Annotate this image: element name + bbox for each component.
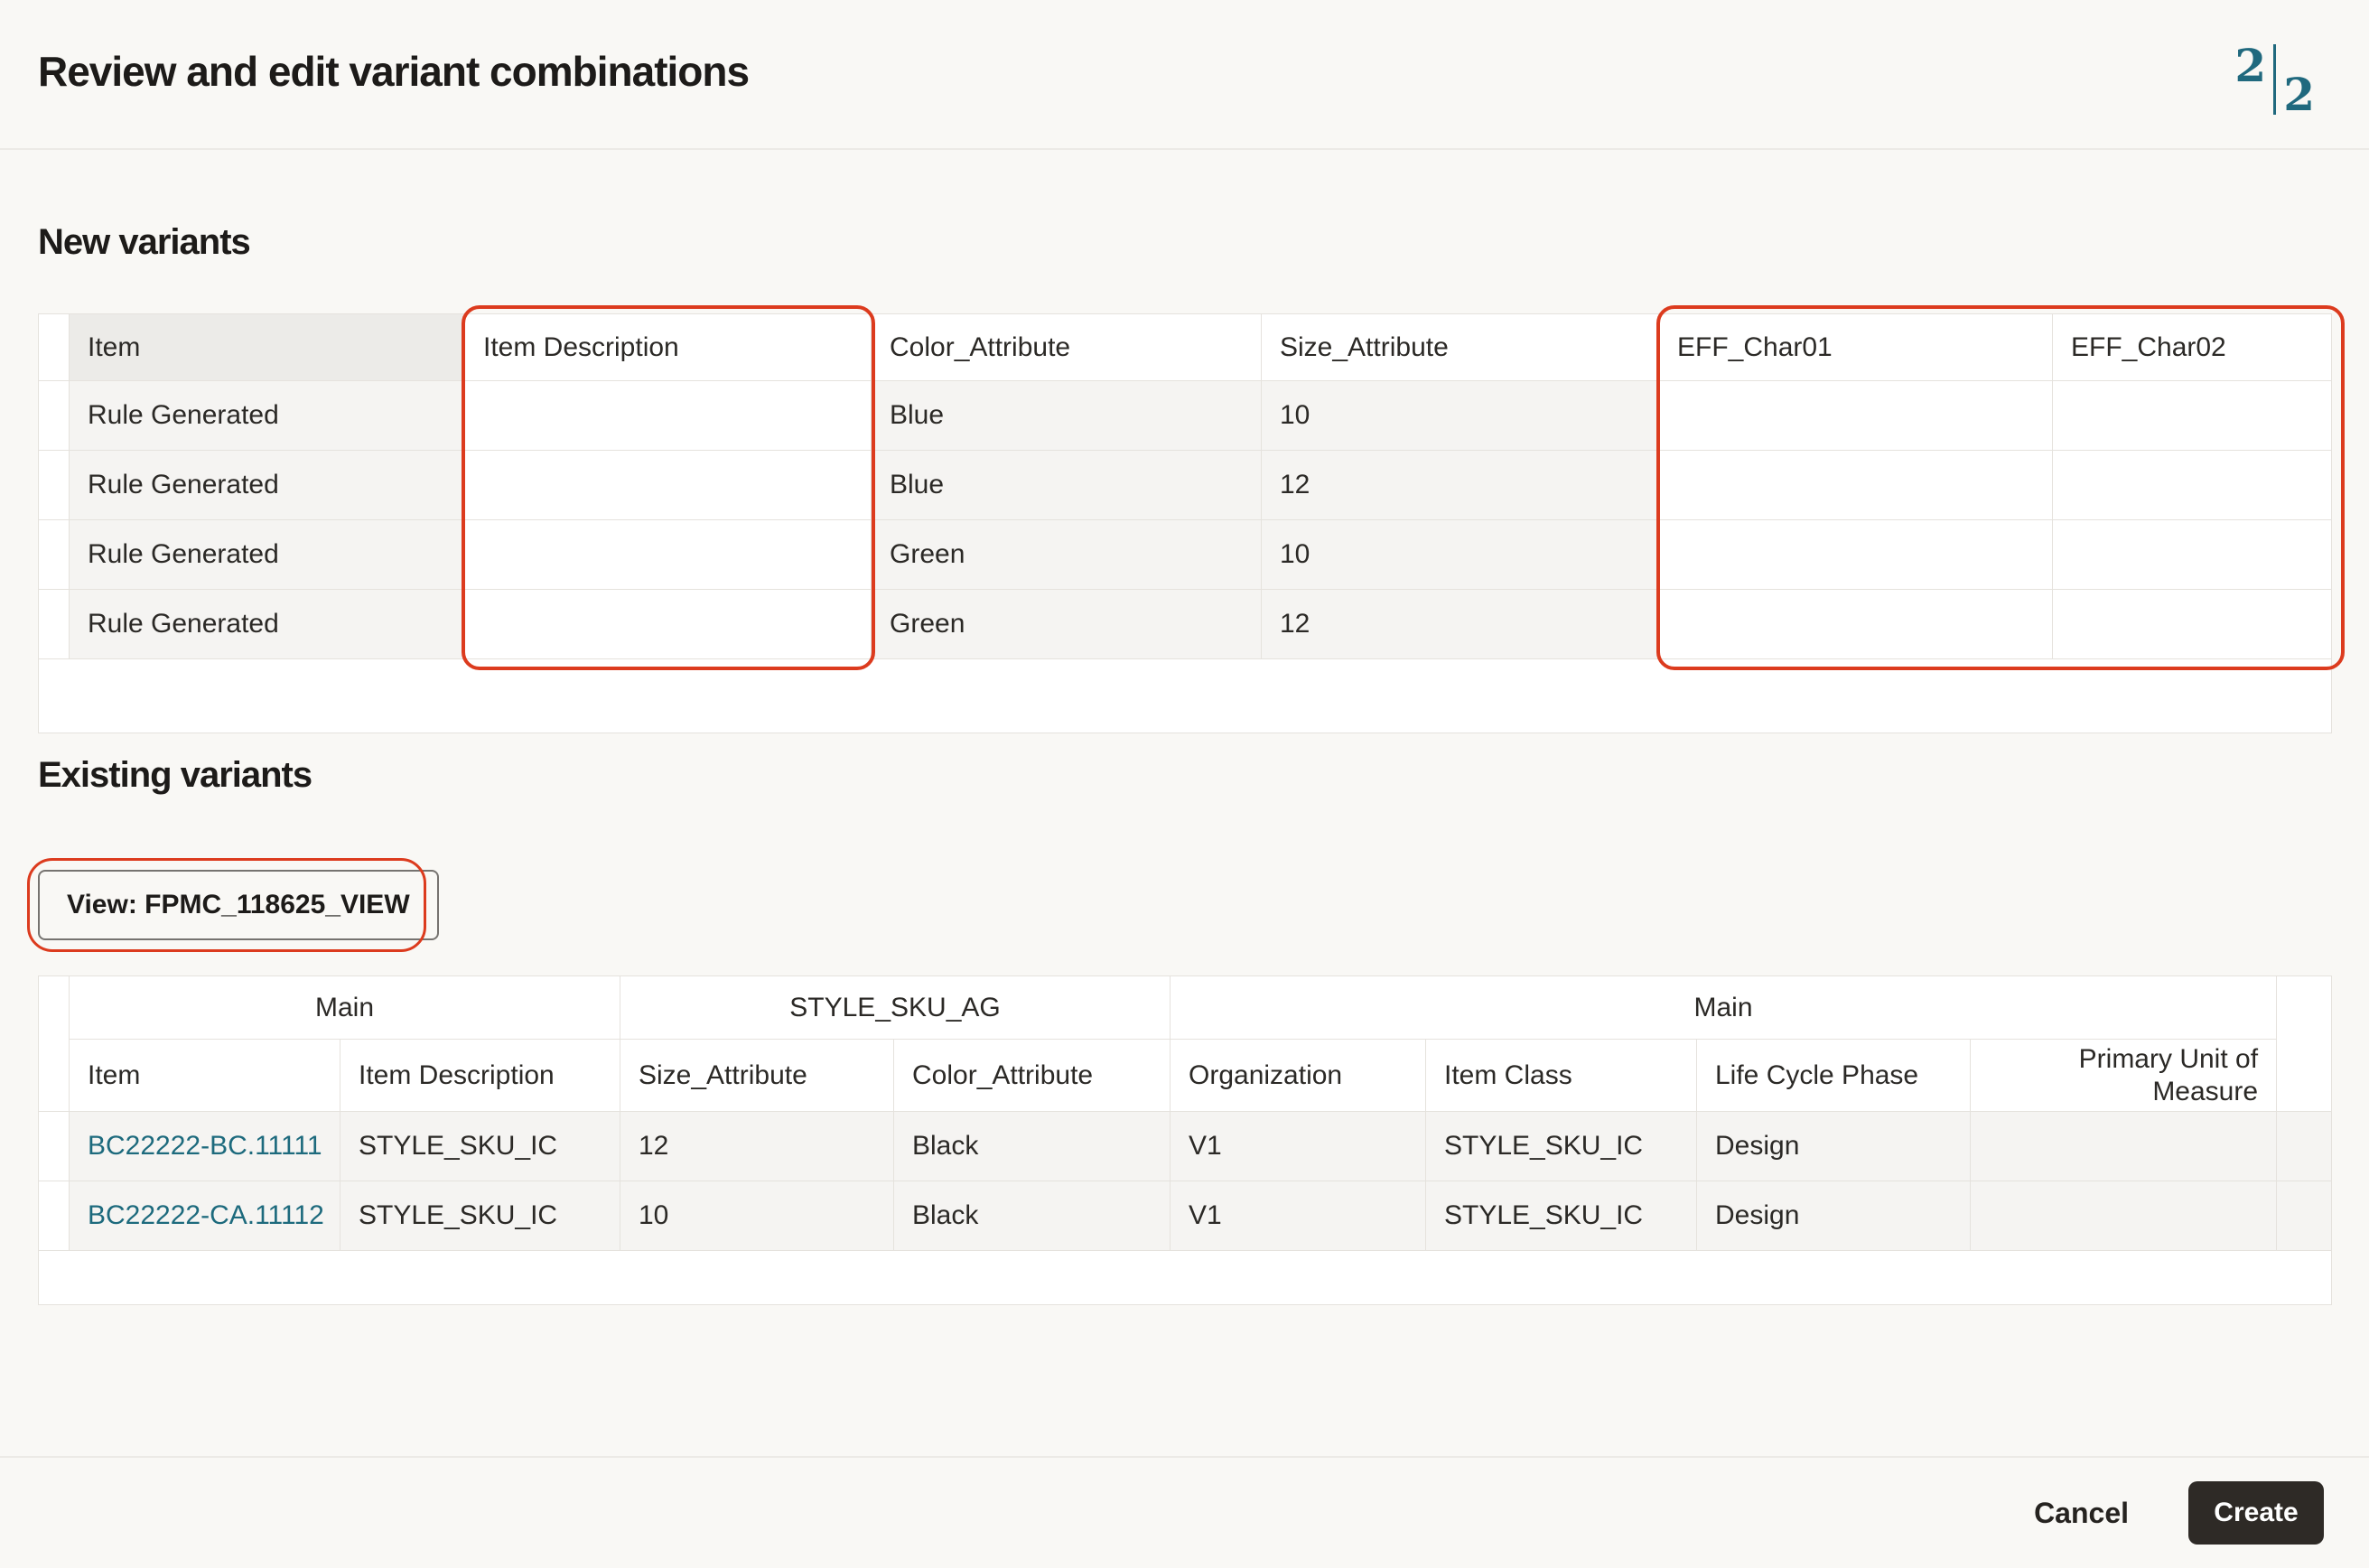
step-total: 2 — [2283, 67, 2315, 121]
item-description-cell[interactable] — [464, 380, 872, 451]
step-indicator: 2 2 — [2234, 36, 2315, 123]
primary-unit-of-measure-cell — [1969, 1181, 2278, 1251]
item-link[interactable]: BC22222-CA.11112 — [69, 1181, 340, 1251]
column-header-color-attribute[interactable]: Color_Attribute — [893, 1039, 1171, 1112]
primary-unit-of-measure-cell — [1969, 1111, 2278, 1181]
column-header-color-attribute[interactable]: Color_Attribute — [871, 313, 1262, 381]
color-attribute-cell: Green — [871, 589, 1262, 659]
view-selector-button[interactable]: View: FPMC_118625_VIEW — [38, 870, 439, 940]
empty-table-footer — [37, 1250, 2333, 1305]
color-attribute-cell: Black — [893, 1111, 1171, 1181]
existing-variants-table: Main STYLE_SKU_AG Main Item Item Descrip… — [37, 975, 2333, 1305]
organization-cell: V1 — [1170, 1111, 1426, 1181]
table-footer-row — [37, 1250, 2333, 1305]
column-group-style-sku-ag: STYLE_SKU_AG — [620, 975, 1171, 1040]
eff-char02-cell[interactable] — [2052, 589, 2332, 659]
color-attribute-cell: Blue — [871, 380, 1262, 451]
new-variants-heading: New variants — [38, 222, 251, 262]
life-cycle-phase-cell: Design — [1696, 1181, 1971, 1251]
row-selector-cell[interactable] — [38, 380, 70, 451]
eff-char01-cell[interactable] — [1658, 380, 2053, 451]
size-attribute-cell: 10 — [1261, 380, 1659, 451]
column-header-eff-char01[interactable]: EFF_Char01 — [1658, 313, 2053, 381]
column-header-item-description[interactable]: Item Description — [464, 313, 872, 381]
select-all-header[interactable] — [38, 975, 70, 1112]
empty-column-header — [2276, 975, 2333, 1112]
column-header-size-attribute[interactable]: Size_Attribute — [620, 1039, 894, 1112]
existing-variants-heading: Existing variants — [38, 755, 312, 795]
size-attribute-cell: 12 — [1261, 589, 1659, 659]
table-row: Rule Generated Green 10 — [38, 519, 2332, 590]
footer-divider — [0, 1456, 2369, 1458]
row-selector-cell[interactable] — [38, 450, 70, 520]
table-row: BC22222-BC.11111 STYLE_SKU_IC 12 Black V… — [38, 1111, 2333, 1181]
size-attribute-cell: 12 — [620, 1111, 894, 1181]
item-cell: Rule Generated — [69, 380, 465, 451]
eff-char01-cell[interactable] — [1658, 450, 2053, 520]
column-header-size-attribute[interactable]: Size_Attribute — [1261, 313, 1659, 381]
eff-char02-cell[interactable] — [2052, 519, 2332, 590]
row-selector-cell[interactable] — [38, 1181, 70, 1251]
table-row: Rule Generated Blue 10 — [38, 380, 2332, 451]
size-attribute-cell: 10 — [1261, 519, 1659, 590]
column-group-main-2: Main — [1169, 975, 2278, 1040]
empty-cell — [2276, 1111, 2333, 1181]
new-variants-table: Item Item Description Color_Attribute Si… — [38, 313, 2332, 733]
create-button[interactable]: Create — [2188, 1481, 2324, 1545]
column-header-primary-unit-of-measure[interactable]: Primary Unit of Measure — [1969, 1039, 2278, 1112]
column-header-item[interactable]: Item — [69, 1039, 340, 1112]
column-header-item-description[interactable]: Item Description — [340, 1039, 620, 1112]
item-description-cell: STYLE_SKU_IC — [340, 1181, 620, 1251]
item-class-cell: STYLE_SKU_IC — [1425, 1181, 1697, 1251]
existing-variants-header-row: Item Item Description Size_Attribute Col… — [39, 1039, 2332, 1112]
existing-variants-group-header-row: Main STYLE_SKU_AG Main — [38, 975, 2333, 1112]
empty-table-footer — [38, 658, 2332, 733]
item-cell: Rule Generated — [69, 450, 465, 520]
item-description-cell[interactable] — [464, 589, 872, 659]
column-group-main: Main — [69, 975, 620, 1040]
column-header-item-class[interactable]: Item Class — [1425, 1039, 1697, 1112]
eff-char01-cell[interactable] — [1658, 519, 2053, 590]
item-description-cell[interactable] — [464, 450, 872, 520]
table-footer-row — [38, 658, 2332, 733]
table-row: BC22222-CA.11112 STYLE_SKU_IC 10 Black V… — [38, 1181, 2333, 1251]
cancel-button[interactable]: Cancel — [2034, 1496, 2129, 1529]
step-divider — [2273, 44, 2277, 115]
row-selector-cell[interactable] — [38, 589, 70, 659]
size-attribute-cell: 12 — [1261, 450, 1659, 520]
table-row: Rule Generated Blue 12 — [38, 450, 2332, 520]
item-description-cell[interactable] — [464, 519, 872, 590]
eff-char02-cell[interactable] — [2052, 450, 2332, 520]
item-cell: Rule Generated — [69, 589, 465, 659]
size-attribute-cell: 10 — [620, 1181, 894, 1251]
table-row: Rule Generated Green 12 — [38, 589, 2332, 659]
column-header-eff-char02[interactable]: EFF_Char02 — [2052, 313, 2332, 381]
color-attribute-cell: Black — [893, 1181, 1171, 1251]
column-header-item[interactable]: Item — [69, 313, 465, 381]
new-variants-header-row: Item Item Description Color_Attribute Si… — [38, 313, 2332, 381]
item-link[interactable]: BC22222-BC.11111 — [69, 1111, 340, 1181]
page-header: Review and edit variant combinations 2 2 — [0, 0, 2369, 150]
column-header-life-cycle-phase[interactable]: Life Cycle Phase — [1696, 1039, 1971, 1112]
step-current: 2 — [2234, 38, 2267, 92]
row-selector-cell[interactable] — [38, 519, 70, 590]
eff-char01-cell[interactable] — [1658, 589, 2053, 659]
select-all-header[interactable] — [38, 313, 70, 381]
column-header-organization[interactable]: Organization — [1170, 1039, 1426, 1112]
organization-cell: V1 — [1170, 1181, 1426, 1251]
item-cell: Rule Generated — [69, 519, 465, 590]
life-cycle-phase-cell: Design — [1696, 1111, 1971, 1181]
row-selector-cell[interactable] — [38, 1111, 70, 1181]
item-description-cell: STYLE_SKU_IC — [340, 1111, 620, 1181]
color-attribute-cell: Blue — [871, 450, 1262, 520]
color-attribute-cell: Green — [871, 519, 1262, 590]
eff-char02-cell[interactable] — [2052, 380, 2332, 451]
item-class-cell: STYLE_SKU_IC — [1425, 1111, 1697, 1181]
page-title: Review and edit variant combinations — [38, 48, 750, 95]
empty-cell — [2276, 1181, 2333, 1251]
footer-actions: Cancel Create — [2034, 1481, 2324, 1545]
